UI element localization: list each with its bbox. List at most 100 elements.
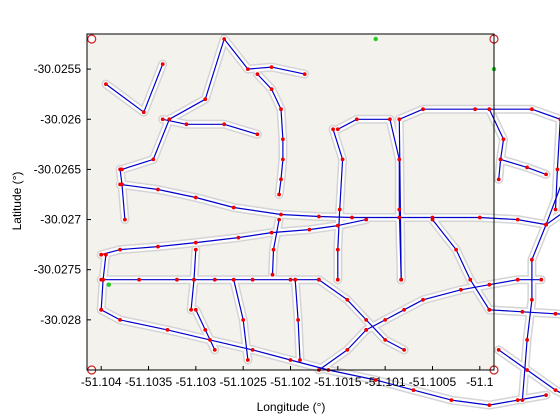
data-point <box>271 247 276 252</box>
data-point <box>399 277 404 282</box>
data-point <box>269 87 274 92</box>
data-point <box>402 307 406 312</box>
data-point <box>340 157 345 162</box>
data-point <box>530 257 534 262</box>
data-point <box>279 107 283 112</box>
route-line <box>398 108 560 280</box>
data-point <box>354 117 359 122</box>
x-tick-label: -51.101 <box>365 375 406 389</box>
route-line <box>337 118 402 280</box>
x-tick-label: -51.102 <box>270 375 311 389</box>
data-point <box>231 277 236 282</box>
data-point <box>99 252 104 257</box>
x-tick-label: -51.1 <box>466 375 494 389</box>
x-tick-label: -51.1035 <box>125 375 173 389</box>
data-point <box>397 157 402 162</box>
map-background <box>87 34 494 370</box>
data-point <box>553 388 558 392</box>
route-line <box>498 349 560 394</box>
data-point <box>459 287 463 292</box>
route-line <box>365 279 542 331</box>
data-point <box>236 235 241 240</box>
data-point <box>383 318 388 322</box>
data-point <box>208 338 212 342</box>
data-point <box>279 177 283 182</box>
data-point <box>288 277 293 282</box>
data-point <box>203 328 208 332</box>
data-point <box>193 247 198 252</box>
data-point <box>345 297 350 302</box>
data-point <box>246 358 250 362</box>
data-point <box>498 157 503 162</box>
data-point <box>553 207 558 212</box>
route-line <box>489 309 560 315</box>
data-point <box>496 348 501 352</box>
data-point <box>222 37 227 41</box>
data-point <box>193 195 198 200</box>
data-point <box>167 117 172 122</box>
data-point <box>279 212 283 217</box>
data-point <box>487 107 492 112</box>
data-point <box>270 272 275 277</box>
data-point <box>250 277 255 282</box>
x-axis-title: Longitude (°) <box>257 400 326 414</box>
data-point <box>302 72 307 76</box>
route-line <box>120 183 560 226</box>
data-point <box>530 297 534 302</box>
data-point <box>421 107 425 112</box>
route-line <box>121 38 305 170</box>
data-point <box>246 67 250 71</box>
data-point <box>269 230 274 235</box>
data-point <box>530 107 534 112</box>
data-point <box>203 97 208 102</box>
data-point <box>118 318 122 322</box>
data-point <box>553 311 558 316</box>
data-point <box>383 338 388 342</box>
y-axis: -30.028 -30.0275 -30.027 -30.0265 -30.026 -30… <box>34 62 91 327</box>
data-point <box>411 388 416 392</box>
data-point <box>123 217 127 222</box>
data-point <box>296 318 300 322</box>
data-point <box>539 277 544 282</box>
data-point <box>335 127 340 132</box>
data-point <box>241 318 246 322</box>
data-point <box>281 137 285 142</box>
data-point <box>487 307 492 312</box>
data-point <box>345 348 350 352</box>
y-tick-label: -30.026 <box>40 112 81 126</box>
data-point <box>544 393 548 397</box>
data-point <box>184 122 189 127</box>
data-point <box>156 244 160 249</box>
data-point <box>487 403 492 407</box>
data-point <box>189 307 194 312</box>
data-point <box>269 65 274 69</box>
data-point <box>255 132 260 137</box>
data-point <box>473 107 477 112</box>
data-point <box>525 165 529 170</box>
x-tick-label: -51.1025 <box>219 375 267 389</box>
data-point <box>293 277 298 282</box>
data-point <box>454 247 458 252</box>
data-point <box>397 117 402 122</box>
x-tick-label: -51.1005 <box>409 375 457 389</box>
data-point <box>402 348 406 352</box>
data-point <box>277 192 281 197</box>
data-point <box>317 214 321 219</box>
data-point <box>288 358 293 362</box>
data-point <box>192 277 196 282</box>
data-point <box>364 328 369 332</box>
x-tick-label: -51.1015 <box>314 375 362 389</box>
data-point <box>449 398 454 402</box>
corner-marker <box>87 34 97 44</box>
y-axis-title: Latitude (°) <box>10 172 24 231</box>
data-point <box>388 117 392 122</box>
data-point <box>397 215 402 220</box>
y-tick-label: -30.0255 <box>34 62 82 76</box>
data-point <box>281 157 285 162</box>
route-line <box>432 219 490 311</box>
data-point <box>250 348 255 352</box>
data-point <box>317 277 321 282</box>
route-line <box>488 108 505 180</box>
data-point <box>160 117 165 122</box>
y-tick-label: -30.0265 <box>34 162 82 176</box>
